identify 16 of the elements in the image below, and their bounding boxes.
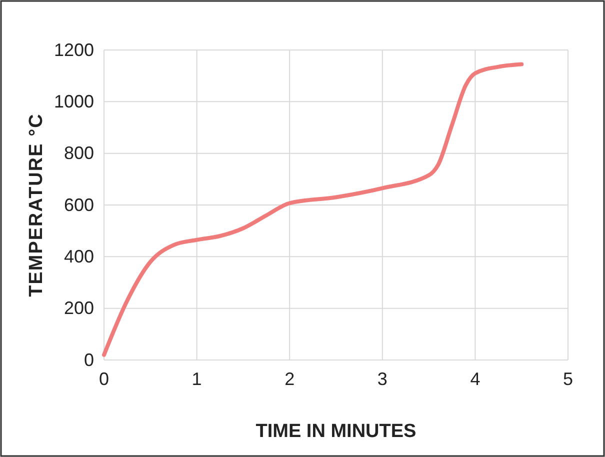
x-tick-label: 3	[377, 368, 388, 389]
y-tick-label: 600	[64, 194, 94, 215]
y-tick-label: 200	[64, 298, 94, 318]
y-tick-label: 1000	[54, 91, 94, 112]
y-tick-label: 0	[84, 350, 94, 370]
x-tick-label: 1	[192, 368, 202, 389]
y-tick-label: 400	[64, 246, 94, 266]
y-axis-title: TEMPERATURE °C	[26, 113, 47, 297]
x-tick-label: 4	[470, 368, 480, 389]
x-axis-title: TIME IN MINUTES	[256, 421, 416, 442]
x-tick-label: 5	[562, 368, 574, 389]
y-tick-label: 800	[64, 143, 94, 164]
y-tick-label: 1200	[54, 40, 94, 60]
x-tick-label: 2	[284, 368, 295, 389]
line-series	[102, 62, 524, 357]
x-tick-label: 0	[98, 368, 110, 389]
